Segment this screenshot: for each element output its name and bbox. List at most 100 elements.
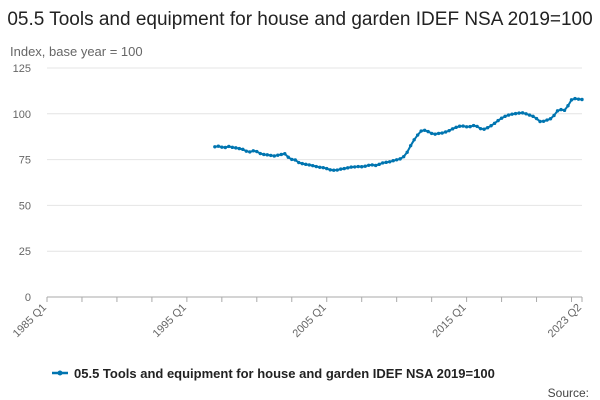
data-point bbox=[213, 145, 217, 149]
data-point bbox=[541, 119, 546, 124]
data-point bbox=[478, 126, 483, 131]
data-point bbox=[503, 114, 507, 119]
y-tick-label: 75 bbox=[19, 155, 31, 167]
y-tick-label: 125 bbox=[13, 63, 31, 75]
data-point bbox=[321, 165, 325, 170]
data-point bbox=[394, 158, 399, 162]
data-point bbox=[248, 150, 252, 154]
y-axis-unit-label: Index, base year = 100 bbox=[10, 44, 143, 59]
data-point bbox=[328, 168, 332, 172]
x-tick-label: 2015 Q1 bbox=[430, 302, 468, 340]
data-point bbox=[415, 133, 420, 137]
axes: 0 25 50 75 100 125 1985 Q1 1995 Q1 2005 Q1 2015 Q… bbox=[11, 63, 584, 340]
data-point bbox=[408, 143, 413, 148]
data-point bbox=[506, 113, 511, 117]
data-point bbox=[220, 145, 224, 149]
data-point bbox=[422, 128, 427, 132]
data-point bbox=[325, 166, 329, 171]
gridlines bbox=[47, 67, 582, 252]
y-tick-label: 0 bbox=[25, 292, 31, 304]
data-point bbox=[387, 160, 392, 164]
data-point bbox=[283, 152, 287, 156]
data-point bbox=[440, 131, 444, 135]
data-point bbox=[276, 153, 280, 157]
data-point bbox=[241, 147, 245, 152]
data-point bbox=[349, 165, 353, 169]
y-tick-label: 25 bbox=[19, 246, 31, 258]
data-point bbox=[576, 97, 581, 101]
data-point bbox=[405, 150, 409, 154]
data-point bbox=[471, 123, 476, 128]
data-point bbox=[377, 162, 381, 167]
data-point bbox=[304, 162, 308, 167]
data-point bbox=[464, 125, 469, 129]
data-point bbox=[314, 164, 318, 169]
data-point bbox=[489, 124, 493, 128]
data-point bbox=[454, 125, 458, 130]
data-point bbox=[216, 144, 221, 148]
data-point bbox=[426, 129, 430, 134]
data-point bbox=[545, 118, 549, 122]
legend-marker-swatch bbox=[57, 370, 63, 376]
legend[interactable]: 05.5 Tools and equipment for house and g… bbox=[52, 366, 495, 381]
data-point bbox=[398, 157, 402, 161]
data-point bbox=[552, 113, 556, 118]
data-point bbox=[300, 161, 304, 166]
y-tick-label: 50 bbox=[19, 200, 31, 212]
legend-label[interactable]: 05.5 Tools and equipment for house and g… bbox=[74, 366, 495, 381]
y-tick-label: 100 bbox=[13, 109, 31, 121]
x-tick-label: 2023 Q2 bbox=[546, 302, 584, 340]
data-point bbox=[580, 97, 584, 102]
data-point bbox=[468, 124, 472, 129]
data-point bbox=[517, 111, 521, 115]
data-point bbox=[499, 116, 504, 120]
data-point bbox=[447, 128, 451, 133]
data-point bbox=[335, 168, 339, 172]
data-point bbox=[436, 131, 441, 136]
data-point bbox=[339, 167, 343, 171]
data-point bbox=[223, 145, 228, 150]
data-point bbox=[496, 118, 500, 123]
data-point bbox=[363, 164, 367, 168]
data-point bbox=[346, 166, 350, 170]
data-point bbox=[356, 164, 360, 169]
data-point bbox=[531, 114, 535, 119]
source-label: Source: bbox=[548, 386, 589, 400]
data-point bbox=[380, 161, 385, 165]
data-point bbox=[485, 126, 490, 130]
x-tick-label: 1995 Q1 bbox=[151, 302, 189, 340]
data-point bbox=[230, 145, 235, 150]
data-point bbox=[307, 163, 311, 167]
data-point bbox=[360, 165, 364, 169]
data-point bbox=[265, 153, 269, 157]
data-point bbox=[373, 163, 378, 168]
data-point bbox=[457, 124, 462, 128]
data-point bbox=[559, 107, 563, 112]
data-point bbox=[342, 166, 346, 171]
data-point bbox=[461, 124, 465, 128]
data-point bbox=[524, 112, 528, 116]
data-point bbox=[272, 154, 276, 158]
data-point bbox=[258, 151, 262, 156]
data-point bbox=[412, 138, 416, 142]
data-point bbox=[244, 149, 249, 153]
data-point bbox=[548, 117, 553, 121]
x-tick-label: 2005 Q1 bbox=[291, 302, 329, 340]
data-point bbox=[391, 159, 395, 163]
x-tick-label: 1985 Q1 bbox=[11, 302, 49, 340]
data-point bbox=[433, 132, 437, 136]
data-point bbox=[492, 121, 497, 126]
data-point bbox=[237, 146, 242, 151]
data-point bbox=[401, 154, 406, 159]
data-point bbox=[555, 109, 560, 113]
data-point bbox=[569, 98, 574, 102]
data-point bbox=[297, 160, 301, 165]
data-point bbox=[443, 130, 448, 134]
data-point bbox=[286, 155, 290, 159]
data-point bbox=[234, 146, 238, 150]
data-point bbox=[293, 158, 297, 162]
data-point bbox=[562, 108, 567, 113]
data-point bbox=[353, 165, 357, 169]
data-point bbox=[318, 165, 322, 169]
